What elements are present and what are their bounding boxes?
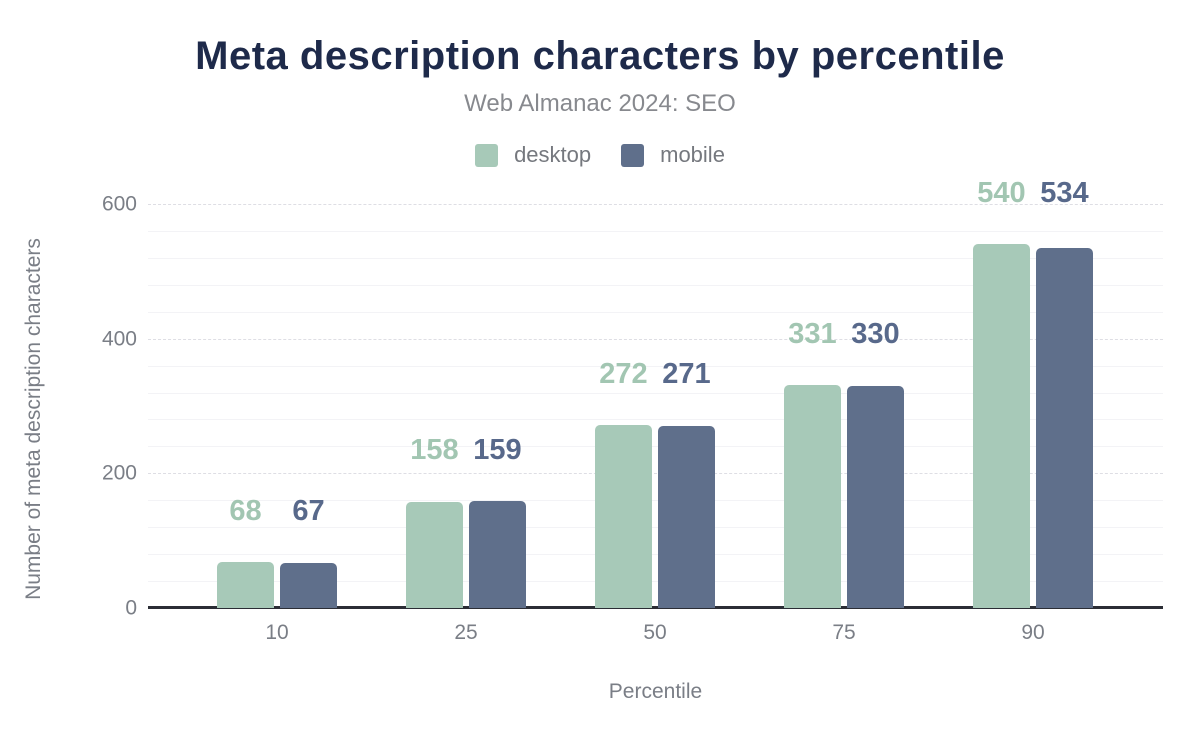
x-axis-title: Percentile bbox=[608, 680, 703, 703]
value-label-desktop-p50: 272 bbox=[599, 357, 648, 390]
legend-swatch-mobile bbox=[621, 143, 645, 167]
value-label-desktop-p10: 68 bbox=[229, 495, 262, 528]
y-axis-title: Number of meta description characters bbox=[22, 238, 45, 600]
minor-gridline-360 bbox=[148, 365, 1163, 367]
x-tick-50: 50 bbox=[643, 621, 667, 644]
minor-gridline-520 bbox=[148, 257, 1163, 259]
plot-area: Number of meta description characters Pe… bbox=[22, 179, 1163, 703]
value-label-desktop-p90: 540 bbox=[977, 177, 1026, 210]
chart-title: Meta description characters by percentil… bbox=[195, 34, 1005, 78]
value-label-mobile-p10: 67 bbox=[292, 495, 325, 528]
bar-mobile-p50 bbox=[658, 425, 715, 608]
minor-gridline-440 bbox=[148, 311, 1163, 313]
bar-mobile-p25 bbox=[469, 500, 526, 608]
x-tick-75: 75 bbox=[832, 621, 856, 644]
x-tick-90: 90 bbox=[1021, 621, 1045, 644]
minor-gridline-80 bbox=[148, 554, 1163, 556]
y-tick-600: 600 bbox=[101, 192, 137, 216]
minor-gridline-120 bbox=[148, 527, 1163, 529]
y-tick-400: 400 bbox=[101, 327, 137, 351]
x-tick-25: 25 bbox=[454, 621, 478, 644]
bar-desktop-p10 bbox=[217, 562, 274, 608]
major-gridline-400 bbox=[148, 338, 1163, 340]
bar-desktop-p90 bbox=[973, 244, 1030, 608]
y-tick-0: 0 bbox=[125, 596, 137, 620]
bar-desktop-p75 bbox=[784, 385, 841, 608]
legend-label-desktop: desktop bbox=[514, 142, 592, 167]
bar-desktop-p25 bbox=[406, 501, 463, 608]
major-gridline-600 bbox=[148, 204, 1163, 205]
minor-gridline-280 bbox=[148, 419, 1163, 421]
value-label-mobile-p75: 330 bbox=[851, 318, 900, 351]
legend-item-desktop: desktop bbox=[475, 142, 591, 168]
minor-gridline-160 bbox=[148, 500, 1163, 502]
bar-mobile-p75 bbox=[847, 385, 904, 608]
y-tick-200: 200 bbox=[101, 461, 137, 485]
bar-desktop-p50 bbox=[595, 424, 652, 608]
x-axis-line bbox=[148, 606, 1163, 609]
value-label-mobile-p90: 534 bbox=[1040, 177, 1089, 210]
chart-subtitle: Web Almanac 2024: SEO bbox=[464, 90, 736, 117]
legend-label-mobile: mobile bbox=[660, 142, 725, 167]
minor-gridline-320 bbox=[148, 392, 1163, 394]
bar-mobile-p90 bbox=[1036, 248, 1093, 608]
value-label-mobile-p50: 271 bbox=[662, 357, 711, 390]
value-label-desktop-p75: 331 bbox=[788, 318, 837, 351]
legend-item-mobile: mobile bbox=[621, 142, 725, 168]
x-tick-10: 10 bbox=[265, 621, 289, 644]
minor-gridline-560 bbox=[148, 230, 1163, 232]
minor-gridline-40 bbox=[148, 581, 1163, 583]
legend-swatch-desktop bbox=[475, 143, 499, 167]
bar-mobile-p10 bbox=[280, 562, 337, 608]
value-label-mobile-p25: 159 bbox=[473, 433, 522, 466]
minor-gridline-480 bbox=[148, 284, 1163, 286]
minor-gridline-240 bbox=[148, 446, 1163, 448]
legend: desktop mobile bbox=[0, 142, 1200, 168]
major-gridline-200 bbox=[148, 473, 1163, 475]
value-label-desktop-p25: 158 bbox=[410, 433, 459, 466]
